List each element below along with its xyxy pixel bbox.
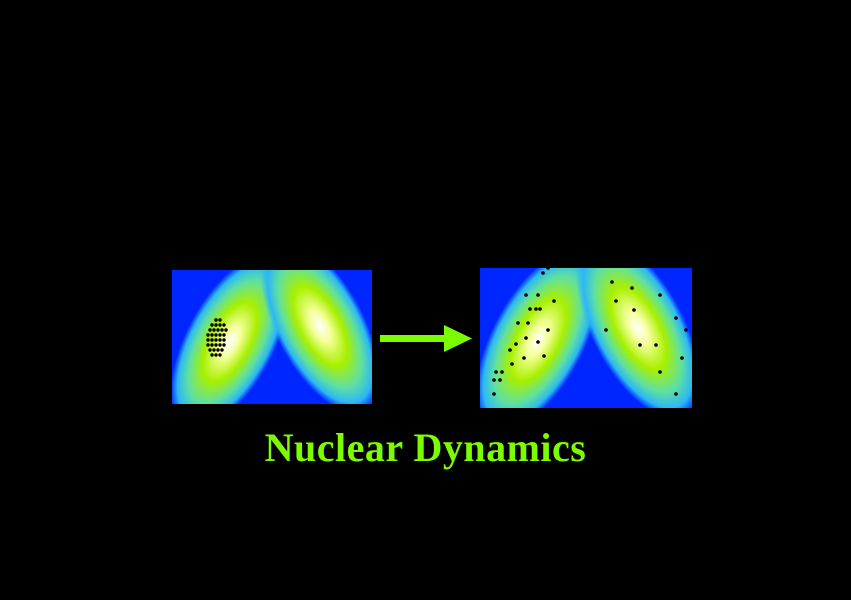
particle — [210, 323, 214, 327]
particle — [218, 343, 222, 347]
particle — [526, 321, 530, 325]
particle — [674, 392, 678, 396]
particle — [208, 328, 212, 332]
particle — [610, 280, 614, 284]
particle — [216, 328, 220, 332]
particle — [208, 348, 212, 352]
particle — [528, 307, 532, 311]
potential-lobe-left — [172, 270, 290, 404]
particle — [218, 318, 222, 322]
particle — [658, 370, 662, 374]
particle — [214, 343, 218, 347]
particle — [206, 338, 210, 342]
potential-lobe-right — [260, 270, 372, 404]
right-arrow-icon — [380, 325, 472, 352]
particle — [536, 340, 540, 344]
particle — [218, 338, 222, 342]
particle — [516, 321, 520, 325]
particle — [494, 370, 498, 374]
particle — [680, 356, 684, 360]
particle — [538, 307, 542, 311]
particle — [216, 348, 220, 352]
particle — [214, 338, 218, 342]
particle — [206, 343, 210, 347]
particle — [222, 343, 226, 347]
particle — [212, 348, 216, 352]
particle — [222, 338, 226, 342]
particle — [546, 328, 550, 332]
particle — [524, 293, 528, 297]
caption-title: Nuclear Dynamics — [264, 425, 587, 470]
particle — [206, 333, 210, 337]
potential-lobe-left — [480, 268, 601, 408]
particle — [536, 293, 540, 297]
particle — [541, 271, 545, 275]
particle — [218, 323, 222, 327]
potential-lobe-right — [575, 268, 692, 408]
particle — [222, 333, 226, 337]
particle-scatter — [492, 268, 688, 396]
particle — [630, 286, 634, 290]
particle — [654, 343, 658, 347]
particle — [210, 333, 214, 337]
particle — [514, 342, 518, 346]
particle — [224, 328, 228, 332]
particle — [614, 299, 618, 303]
particle — [510, 362, 514, 366]
particle — [218, 353, 222, 357]
particle — [542, 354, 546, 358]
particle — [638, 343, 642, 347]
particle — [552, 299, 556, 303]
particle — [604, 328, 608, 332]
particle — [498, 378, 502, 382]
particle — [534, 307, 538, 311]
particle — [508, 348, 512, 352]
final-state-panel — [480, 268, 692, 408]
particle — [500, 370, 504, 374]
particle — [684, 328, 688, 332]
particle — [214, 323, 218, 327]
particle — [674, 316, 678, 320]
particle — [546, 268, 550, 270]
particle — [214, 318, 218, 322]
particle — [214, 333, 218, 337]
particle — [214, 353, 218, 357]
initial-state-panel — [172, 270, 372, 404]
particle — [220, 328, 224, 332]
particle-cluster — [206, 318, 228, 357]
particle — [658, 293, 662, 297]
particle — [220, 348, 224, 352]
particle — [210, 338, 214, 342]
particle — [492, 378, 496, 382]
particle — [210, 343, 214, 347]
particle — [522, 356, 526, 360]
particle — [492, 392, 496, 396]
particle — [222, 323, 226, 327]
particle — [632, 308, 636, 312]
particle — [212, 328, 216, 332]
particle — [524, 336, 528, 340]
particle — [218, 333, 222, 337]
particle — [210, 353, 214, 357]
